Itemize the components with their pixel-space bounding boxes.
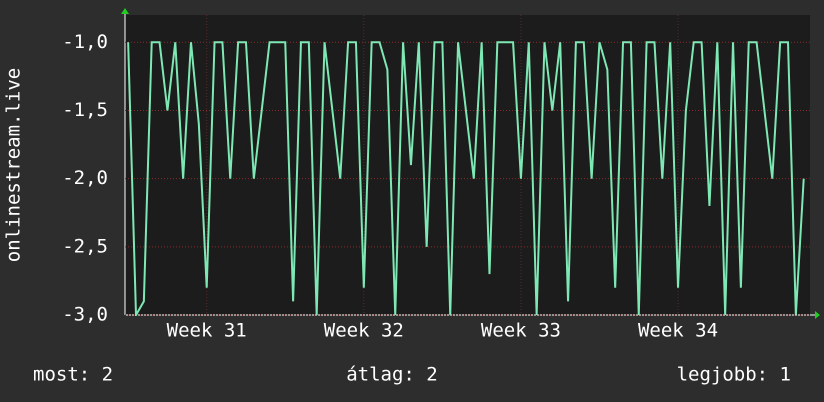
y-tick-label: -1,5 (62, 99, 108, 121)
data-line (127, 41, 805, 316)
y-tick-label: -2,5 (62, 235, 108, 257)
x-tick-label: Week 32 (324, 320, 404, 342)
summary-average: átlag: 2 (346, 364, 438, 386)
summary-current: most: 2 (33, 364, 113, 386)
summary-best: legjobb: 1 (677, 364, 791, 386)
x-tick-label: Week 31 (167, 320, 247, 342)
x-tick-label: Week 33 (481, 320, 561, 342)
y-tick-label: -2,0 (62, 167, 108, 189)
y-tick-label: -3,0 (62, 304, 108, 326)
y-tick-label: -1,0 (62, 31, 108, 53)
x-axis-arrow (815, 311, 820, 319)
y-axis-arrow (121, 8, 129, 14)
y-axis-title: onlinestream.live (3, 68, 25, 262)
plot-area (125, 15, 810, 315)
x-tick-label: Week 34 (638, 320, 718, 342)
